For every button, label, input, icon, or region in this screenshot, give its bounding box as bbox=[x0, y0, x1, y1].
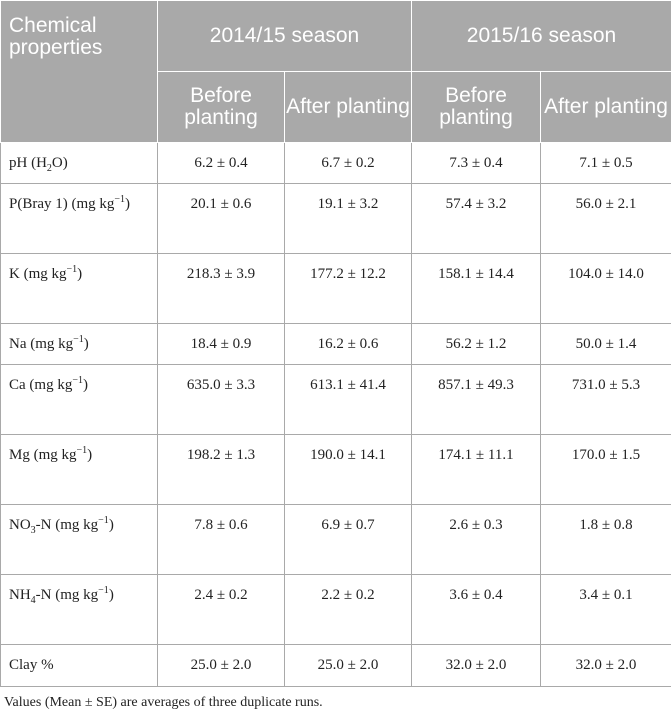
header-after-planting-2014: After planting bbox=[285, 72, 412, 143]
table-footnote: Values (Mean ± SE) are averages of three… bbox=[0, 687, 671, 711]
cell-value: 3.6 ± 0.4 bbox=[412, 575, 541, 645]
cell-value: 3.4 ± 0.1 bbox=[541, 575, 671, 645]
row-label-mg: Mg (mg kg−1) bbox=[1, 435, 158, 505]
table-row-ph: pH (H2O) 6.2 ± 0.4 6.7 ± 0.2 7.3 ± 0.4 7… bbox=[1, 143, 671, 184]
cell-value: 731.0 ± 5.3 bbox=[541, 365, 671, 435]
cell-value: 177.2 ± 12.2 bbox=[285, 254, 412, 324]
header-before-planting-2015: Before planting bbox=[412, 72, 541, 143]
cell-value: 25.0 ± 2.0 bbox=[285, 645, 412, 687]
cell-value: 6.7 ± 0.2 bbox=[285, 143, 412, 184]
row-label-clay: Clay % bbox=[1, 645, 158, 687]
cell-value: 57.4 ± 3.2 bbox=[412, 184, 541, 254]
cell-value: 190.0 ± 14.1 bbox=[285, 435, 412, 505]
cell-value: 20.1 ± 0.6 bbox=[158, 184, 285, 254]
row-label-p-bray: P(Bray 1) (mg kg−1) bbox=[1, 184, 158, 254]
header-season-2014-15: 2014/15 season bbox=[158, 1, 412, 72]
header-before-planting-2014: Before planting bbox=[158, 72, 285, 143]
cell-value: 18.4 ± 0.9 bbox=[158, 324, 285, 365]
table-row-clay: Clay % 25.0 ± 2.0 25.0 ± 2.0 32.0 ± 2.0 … bbox=[1, 645, 671, 687]
cell-value: 635.0 ± 3.3 bbox=[158, 365, 285, 435]
row-label-k: K (mg kg−1) bbox=[1, 254, 158, 324]
cell-value: 1.8 ± 0.8 bbox=[541, 505, 671, 575]
row-label-na: Na (mg kg−1) bbox=[1, 324, 158, 365]
cell-value: 19.1 ± 3.2 bbox=[285, 184, 412, 254]
row-label-ph: pH (H2O) bbox=[1, 143, 158, 184]
cell-value: 25.0 ± 2.0 bbox=[158, 645, 285, 687]
cell-value: 613.1 ± 41.4 bbox=[285, 365, 412, 435]
cell-value: 158.1 ± 14.4 bbox=[412, 254, 541, 324]
cell-value: 2.2 ± 0.2 bbox=[285, 575, 412, 645]
table-row-na: Na (mg kg−1) 18.4 ± 0.9 16.2 ± 0.6 56.2 … bbox=[1, 324, 671, 365]
cell-value: 56.2 ± 1.2 bbox=[412, 324, 541, 365]
row-label-nh4-n: NH4-N (mg kg−1) bbox=[1, 575, 158, 645]
cell-value: 6.9 ± 0.7 bbox=[285, 505, 412, 575]
cell-value: 56.0 ± 2.1 bbox=[541, 184, 671, 254]
cell-value: 32.0 ± 2.0 bbox=[541, 645, 671, 687]
cell-value: 198.2 ± 1.3 bbox=[158, 435, 285, 505]
cell-value: 6.2 ± 0.4 bbox=[158, 143, 285, 184]
row-label-ca: Ca (mg kg−1) bbox=[1, 365, 158, 435]
cell-value: 218.3 ± 3.9 bbox=[158, 254, 285, 324]
header-chemical-properties: Chemical properties bbox=[1, 1, 158, 143]
cell-value: 857.1 ± 49.3 bbox=[412, 365, 541, 435]
cell-value: 7.3 ± 0.4 bbox=[412, 143, 541, 184]
table-row-ca: Ca (mg kg−1) 635.0 ± 3.3 613.1 ± 41.4 85… bbox=[1, 365, 671, 435]
table-row-k: K (mg kg−1) 218.3 ± 3.9 177.2 ± 12.2 158… bbox=[1, 254, 671, 324]
soil-chemical-properties-table: Chemical properties 2014/15 season 2015/… bbox=[0, 0, 671, 687]
cell-value: 16.2 ± 0.6 bbox=[285, 324, 412, 365]
table-row-no3-n: NO3-N (mg kg−1) 7.8 ± 0.6 6.9 ± 0.7 2.6 … bbox=[1, 505, 671, 575]
cell-value: 2.4 ± 0.2 bbox=[158, 575, 285, 645]
cell-value: 7.8 ± 0.6 bbox=[158, 505, 285, 575]
cell-value: 174.1 ± 11.1 bbox=[412, 435, 541, 505]
table-row-nh4-n: NH4-N (mg kg−1) 2.4 ± 0.2 2.2 ± 0.2 3.6 … bbox=[1, 575, 671, 645]
table-row-p-bray: P(Bray 1) (mg kg−1) 20.1 ± 0.6 19.1 ± 3.… bbox=[1, 184, 671, 254]
cell-value: 104.0 ± 14.0 bbox=[541, 254, 671, 324]
cell-value: 50.0 ± 1.4 bbox=[541, 324, 671, 365]
header-season-2015-16: 2015/16 season bbox=[412, 1, 671, 72]
header-after-planting-2015: After planting bbox=[541, 72, 671, 143]
cell-value: 170.0 ± 1.5 bbox=[541, 435, 671, 505]
cell-value: 7.1 ± 0.5 bbox=[541, 143, 671, 184]
row-label-no3-n: NO3-N (mg kg−1) bbox=[1, 505, 158, 575]
table-row-mg: Mg (mg kg−1) 198.2 ± 1.3 190.0 ± 14.1 17… bbox=[1, 435, 671, 505]
cell-value: 2.6 ± 0.3 bbox=[412, 505, 541, 575]
cell-value: 32.0 ± 2.0 bbox=[412, 645, 541, 687]
